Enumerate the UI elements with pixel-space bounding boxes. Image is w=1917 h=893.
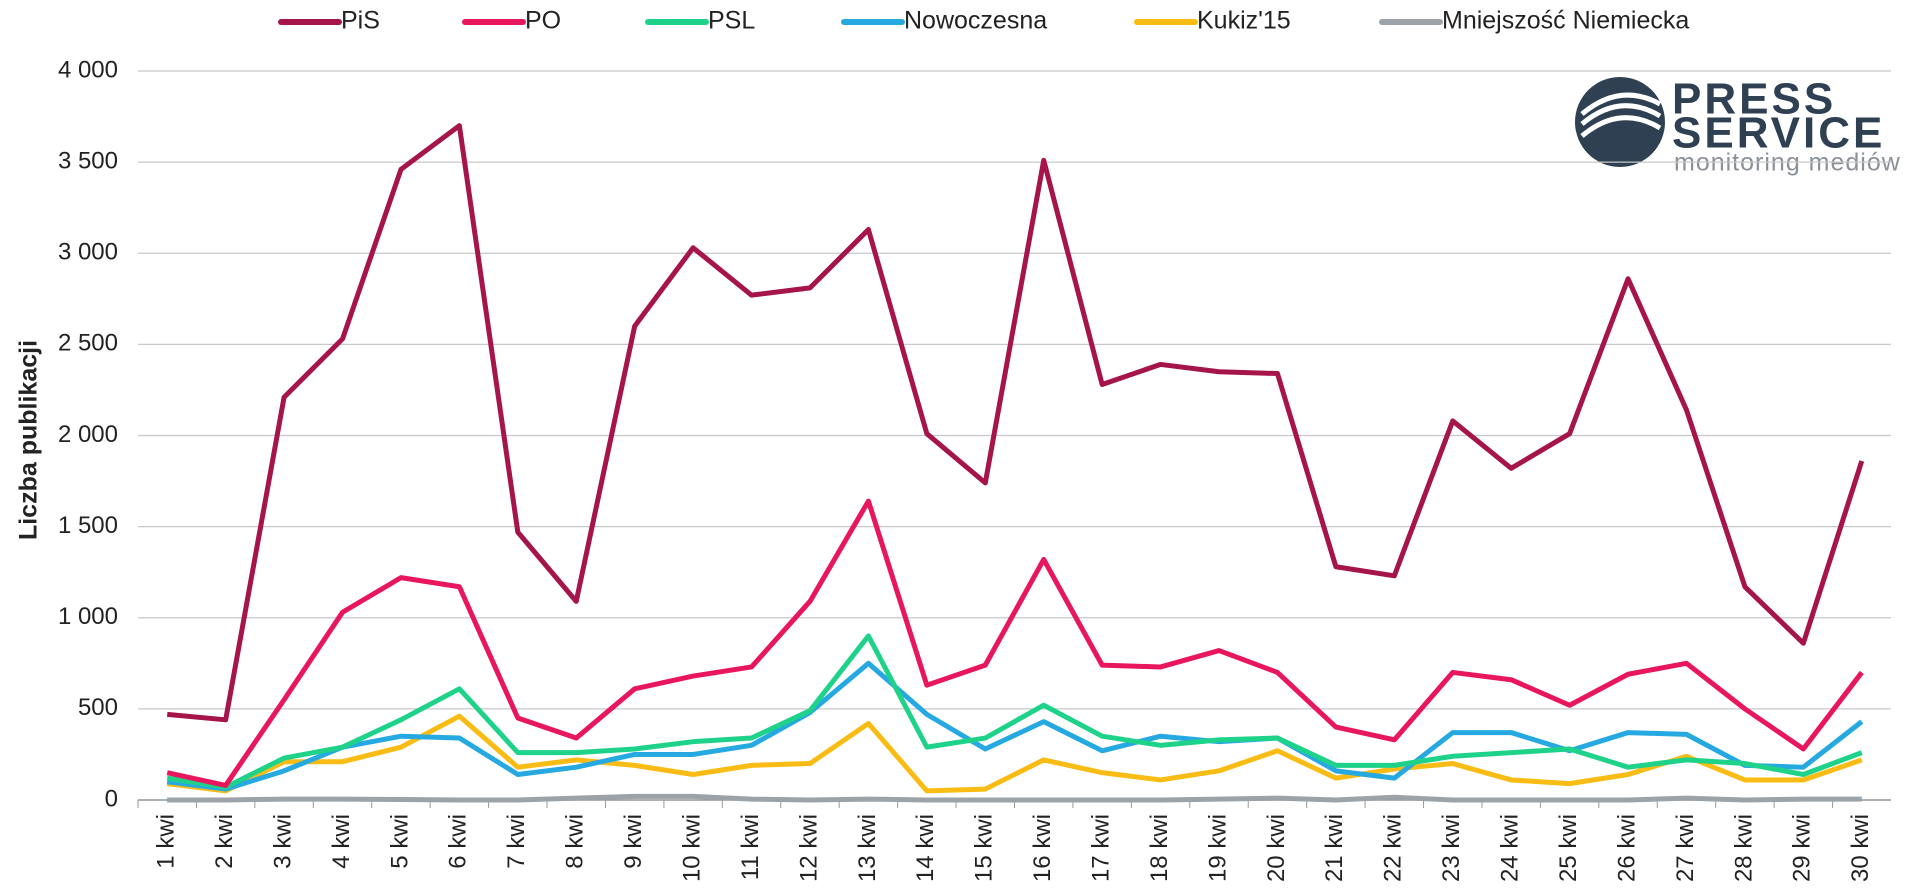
x-tick-label: 3 kwi xyxy=(269,814,296,869)
line xyxy=(167,793,1862,803)
x-tick-label: 30 kwi xyxy=(1847,814,1874,882)
x-tick-label: 6 kwi xyxy=(445,814,472,869)
x-tick-label: 29 kwi xyxy=(1789,814,1816,882)
line xyxy=(166,123,1865,723)
x-tick-label: 14 kwi xyxy=(912,814,939,882)
logo-text: PRESS xyxy=(1672,75,1836,124)
y-tick-label: 2 500 xyxy=(58,330,118,357)
x-tick-label: 22 kwi xyxy=(1380,814,1407,882)
x-tick-label: 8 kwi xyxy=(562,814,589,869)
x-tick-label: 10 kwi xyxy=(678,814,705,882)
x-tick-label: 17 kwi xyxy=(1087,814,1114,882)
x-tick-label: 24 kwi xyxy=(1497,814,1524,882)
x-tick-label: 9 kwi xyxy=(620,814,647,869)
y-tick-label: 2 000 xyxy=(58,421,118,448)
y-tick-label: 4 000 xyxy=(58,56,118,83)
x-tick-label: 20 kwi xyxy=(1263,814,1290,882)
x-tick-label: 13 kwi xyxy=(854,814,881,882)
x-tick-label: 5 kwi xyxy=(386,814,413,869)
logo-swoosh xyxy=(1580,115,1662,138)
y-tick-label: 3 500 xyxy=(58,147,118,174)
logo-text: SERVICE xyxy=(1672,109,1885,158)
x-tick-label: 27 kwi xyxy=(1672,814,1699,882)
legend-label: Mniejszość Niemiecka xyxy=(1442,7,1689,35)
x-tick-label: 4 kwi xyxy=(328,814,355,869)
line xyxy=(166,498,1864,788)
x-tick-label: 25 kwi xyxy=(1555,814,1582,882)
x-tick-label: 11 kwi xyxy=(737,814,764,880)
y-axis-label: Liczba publikacji xyxy=(15,340,43,540)
x-tick-label: 16 kwi xyxy=(1029,814,1056,882)
line xyxy=(166,660,1864,792)
logo-swoosh xyxy=(1580,92,1662,116)
line xyxy=(166,713,1863,794)
x-tick-label: 19 kwi xyxy=(1204,814,1231,882)
y-tick-label: 3 000 xyxy=(58,239,118,266)
x-tick-label: 15 kwi xyxy=(971,814,998,882)
x-tick-label: 2 kwi xyxy=(211,814,238,869)
y-tick-label: 1 500 xyxy=(58,512,118,539)
x-tick-label: 23 kwi xyxy=(1438,814,1465,882)
legend-label: PSL xyxy=(708,7,755,35)
x-tick-label: 12 kwi xyxy=(795,814,822,882)
y-tick-label: 1 000 xyxy=(58,603,118,630)
x-tick-label: 28 kwi xyxy=(1730,814,1757,882)
x-tick-label: 21 kwi xyxy=(1321,814,1348,882)
line xyxy=(166,633,1863,790)
legend-label: Nowoczesna xyxy=(904,7,1047,35)
x-tick-label: 1 kwi xyxy=(153,814,180,869)
x-tick-label: 26 kwi xyxy=(1613,814,1640,882)
legend-label: PO xyxy=(525,7,561,35)
legend-label: Kukiz'15 xyxy=(1197,7,1291,35)
y-tick-label: 0 xyxy=(105,785,118,812)
legend-label: PiS xyxy=(341,7,380,35)
y-tick-label: 500 xyxy=(78,694,118,721)
logo-swoosh xyxy=(1580,103,1662,126)
x-tick-label: 18 kwi xyxy=(1146,814,1173,882)
x-tick-label: 7 kwi xyxy=(503,814,530,869)
